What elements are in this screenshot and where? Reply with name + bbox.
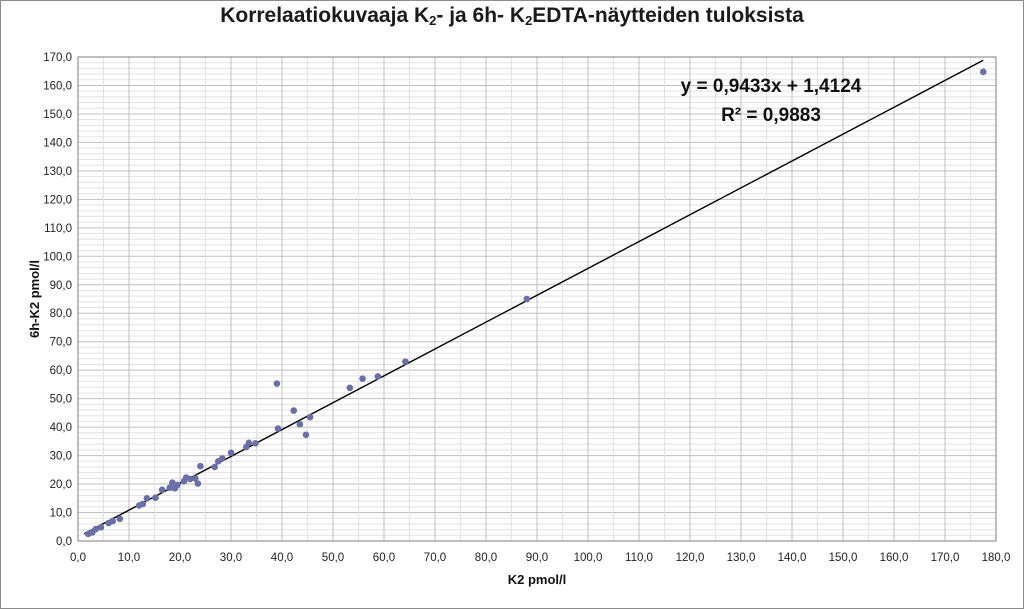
x-tick-label: 0,0	[70, 552, 86, 564]
data-point	[194, 480, 202, 487]
y-tick-label: 130,0	[43, 166, 72, 178]
x-axis-label: K2 pmol/l	[508, 572, 567, 587]
data-point	[296, 420, 304, 428]
data-point	[152, 494, 159, 502]
title-sub-1: 2	[429, 13, 437, 28]
plot-area	[77, 56, 997, 542]
title-sub-2: 2	[525, 13, 533, 28]
chart-title: Korrelaatiokuvaaja K2- ja 6h- K2EDTA-näy…	[0, 4, 1024, 28]
y-tick-label: 40,0	[50, 422, 72, 434]
y-axis-label: 6h-K2 pmol/l	[27, 260, 42, 338]
title-part-3: EDTA-näytteiden tuloksista	[532, 4, 804, 27]
x-tick-label: 50,0	[322, 552, 344, 564]
data-point	[252, 440, 259, 447]
data-point	[166, 484, 174, 492]
x-tick-label: 150,0	[829, 552, 858, 564]
trendline-equation: y = 0,9433x + 1,4124	[681, 76, 862, 97]
data-point	[306, 413, 314, 421]
x-tick-label: 120,0	[676, 552, 705, 564]
r-squared-label: R² = 0,9883	[721, 105, 821, 126]
data-point	[139, 500, 147, 508]
y-tick-label: 10,0	[50, 508, 72, 520]
data-point	[274, 425, 282, 432]
data-point	[290, 407, 298, 414]
data-point	[97, 524, 105, 531]
data-point	[346, 384, 354, 392]
y-tick-label: 50,0	[50, 394, 72, 406]
x-tick-label: 160,0	[880, 552, 909, 564]
grid-lines	[77, 56, 997, 542]
data-point	[402, 358, 409, 365]
data-point	[979, 68, 987, 76]
y-tick-label: 90,0	[50, 280, 72, 292]
data-point	[227, 449, 235, 457]
data-point	[158, 486, 166, 494]
x-tick-label: 70,0	[424, 552, 446, 564]
x-tick-label: 170,0	[931, 552, 960, 564]
data-point	[273, 380, 281, 387]
x-tick-label: 100,0	[574, 552, 603, 564]
y-tick-label: 80,0	[50, 308, 72, 320]
data-point	[523, 295, 531, 303]
y-tick-label: 60,0	[50, 365, 72, 377]
data-point	[245, 439, 253, 447]
data-point	[197, 462, 204, 470]
title-part-1: Korrelaatiokuvaaja K	[220, 4, 430, 27]
x-tick-label: 140,0	[778, 552, 807, 564]
data-point	[109, 517, 116, 525]
data-point	[359, 375, 366, 383]
x-tick-labels: 0,0 10,0 20,0 30,0 40,0 50,0 60,0 70,0 80,0 90,0 1…	[70, 552, 1010, 564]
y-tick-label: 100,0	[43, 251, 72, 263]
y-tick-label: 20,0	[50, 479, 72, 491]
x-tick-label: 30,0	[220, 552, 242, 564]
data-point	[169, 479, 176, 486]
x-tick-label: 20,0	[169, 552, 191, 564]
y-tick-label: 150,0	[43, 109, 72, 121]
y-tick-labels: 0,0 10,0 20,0 30,0 40,0 50,0 60,0 70,0 80,0 90,0 1…	[43, 52, 72, 548]
x-tick-label: 10,0	[118, 552, 140, 564]
x-tick-label: 130,0	[727, 552, 756, 564]
trendline	[83, 59, 984, 535]
x-tick-label: 90,0	[526, 552, 548, 564]
data-point	[374, 373, 382, 380]
data-point	[116, 515, 124, 523]
x-tick-label: 80,0	[475, 552, 497, 564]
data-point	[302, 431, 310, 439]
y-tick-label: 170,0	[43, 52, 72, 64]
x-tick-label: 110,0	[625, 552, 653, 564]
data-point	[174, 481, 181, 489]
y-tick-label: 70,0	[50, 337, 72, 349]
x-tick-label: 180,0	[982, 552, 1011, 564]
y-tick-label: 0,0	[56, 536, 72, 548]
data-point	[143, 494, 151, 502]
title-part-2: - ja 6h- K	[436, 4, 526, 27]
y-tick-label: 30,0	[50, 451, 72, 463]
x-tick-label: 40,0	[271, 552, 293, 564]
y-tick-label: 140,0	[43, 137, 72, 149]
data-point	[219, 455, 226, 462]
data-point	[92, 525, 100, 533]
y-tick-label: 160,0	[43, 80, 72, 92]
x-tick-label: 60,0	[373, 552, 395, 564]
y-tick-label: 120,0	[43, 194, 72, 206]
y-tick-label: 110,0	[44, 223, 72, 235]
data-points	[84, 68, 987, 538]
data-point	[211, 463, 218, 471]
data-point	[186, 475, 194, 483]
data-point	[192, 475, 199, 482]
